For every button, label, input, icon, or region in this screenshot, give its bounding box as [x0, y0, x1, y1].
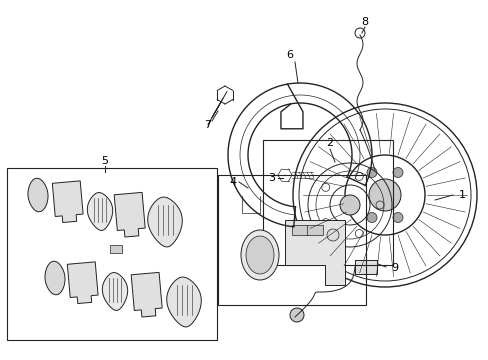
Bar — [354, 260, 376, 274]
Polygon shape — [114, 192, 145, 237]
Polygon shape — [87, 193, 112, 230]
Polygon shape — [131, 273, 162, 317]
Polygon shape — [166, 277, 201, 327]
Bar — [110, 245, 122, 253]
Polygon shape — [52, 181, 83, 222]
Text: 5: 5 — [102, 156, 108, 166]
Polygon shape — [147, 197, 182, 247]
Text: 9: 9 — [390, 263, 398, 273]
Polygon shape — [67, 262, 98, 303]
Text: 7: 7 — [204, 120, 211, 130]
Bar — [7, 168, 217, 340]
Circle shape — [339, 195, 359, 215]
Polygon shape — [285, 220, 345, 285]
Circle shape — [392, 167, 402, 177]
Circle shape — [368, 179, 400, 211]
Polygon shape — [28, 178, 48, 212]
Text: 6: 6 — [286, 50, 293, 60]
Text: 1: 1 — [458, 190, 465, 200]
Ellipse shape — [241, 230, 279, 280]
Bar — [306, 225, 323, 235]
Ellipse shape — [245, 236, 273, 274]
Bar — [291, 225, 307, 235]
Circle shape — [392, 212, 402, 222]
Text: 4: 4 — [229, 177, 236, 187]
Circle shape — [289, 308, 304, 322]
Polygon shape — [45, 261, 65, 295]
Circle shape — [366, 212, 376, 222]
Polygon shape — [102, 273, 127, 310]
Bar — [263, 140, 392, 265]
Text: 2: 2 — [326, 138, 333, 148]
Text: 3: 3 — [268, 173, 275, 183]
Circle shape — [326, 229, 338, 241]
Bar — [218, 175, 365, 305]
Text: 8: 8 — [361, 17, 368, 27]
Circle shape — [366, 167, 376, 177]
